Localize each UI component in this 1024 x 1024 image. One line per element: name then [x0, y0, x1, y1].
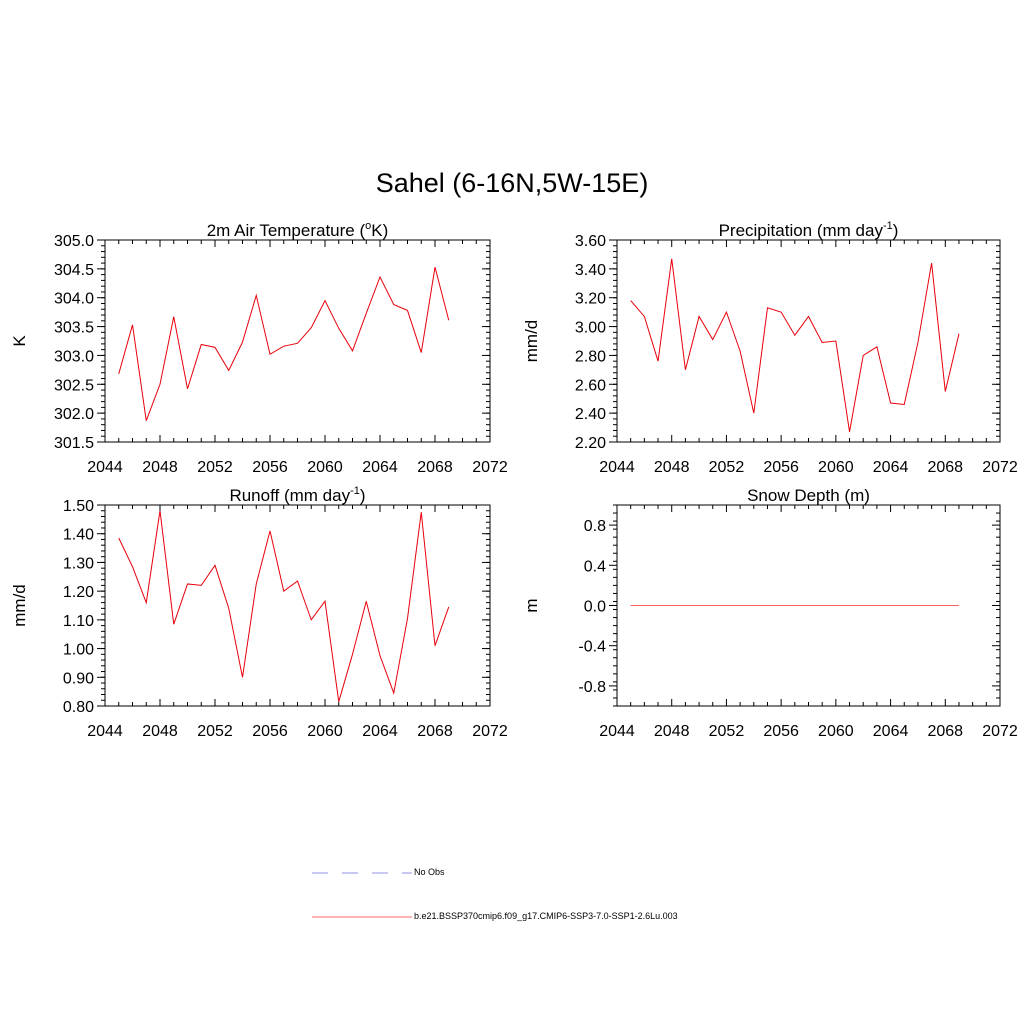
- runoff-xtick-label: 2064: [362, 723, 398, 740]
- precipitation-series-line: [630, 258, 960, 432]
- runoff-xtick-label: 2056: [252, 723, 288, 740]
- temperature-ytick-label: 304.0: [54, 291, 94, 308]
- temperature-ytick-label: 302.5: [54, 377, 94, 394]
- temperature-ytick-label: 303.5: [54, 320, 94, 337]
- snow-depth-ytick-label: -0.4: [578, 639, 606, 656]
- precipitation-ytick-label: 2.60: [575, 377, 606, 394]
- main-title: Sahel (6-16N,5W-15E): [375, 168, 649, 198]
- snow-depth-ytick-label: -0.8: [578, 679, 606, 696]
- temperature-xtick-label: 2052: [197, 459, 233, 476]
- runoff-xtick-label: 2048: [142, 723, 178, 740]
- snow-depth-xtick-label: 2060: [818, 723, 854, 740]
- precipitation-xtick-label: 2064: [873, 459, 909, 476]
- temperature-xtick-label: 2056: [252, 459, 288, 476]
- runoff-ytick-label: 1.00: [63, 642, 94, 659]
- runoff-ytick-label: 0.90: [63, 670, 94, 687]
- runoff-xtick-label: 2068: [417, 723, 453, 740]
- snow-depth-xtick-label: 2068: [927, 723, 963, 740]
- temperature-ytick-label: 303.0: [54, 348, 94, 365]
- precipitation-xtick-label: 2048: [654, 459, 690, 476]
- temperature-ytick-label: 304.5: [54, 262, 94, 279]
- precipitation-title: Precipitation (mm day-1): [719, 220, 899, 240]
- precipitation-xtick-label: 2068: [927, 459, 963, 476]
- snow-depth-xtick-label: 2052: [709, 723, 745, 740]
- temperature-title: 2m Air Temperature (oK): [207, 220, 389, 240]
- runoff-xtick-label: 2044: [87, 723, 123, 740]
- precipitation-xtick-label: 2072: [982, 459, 1018, 476]
- snow-depth-title: Snow Depth (m): [747, 486, 870, 505]
- runoff-ytick-label: 1.30: [63, 555, 94, 572]
- snow-depth-xtick-label: 2048: [654, 723, 690, 740]
- temperature-ylabel: K: [10, 335, 29, 347]
- temperature-series-line: [118, 267, 450, 421]
- precipitation-ylabel: mm/d: [522, 320, 541, 363]
- temperature-xtick-label: 2060: [307, 459, 343, 476]
- runoff-panel: 2044 2048 2052 2056 2060 2064 2068 2072 0.80 0.90…: [10, 485, 508, 740]
- legend-model-label: b.e21.BSSP370cmip6.f09_g17.CMIP6-SSP3-7.…: [414, 911, 678, 921]
- temperature-xtick-label: 2044: [87, 459, 123, 476]
- runoff-ytick-label: 0.80: [63, 699, 94, 716]
- runoff-ytick-label: 1.10: [63, 613, 94, 630]
- precipitation-ytick-label: 3.00: [575, 320, 606, 337]
- legend-obs-label: No Obs: [414, 867, 445, 877]
- precipitation-ytick-label: 2.80: [575, 348, 606, 365]
- runoff-ytick-label: 1.20: [63, 584, 94, 601]
- snow-depth-ytick-label: 0.8: [584, 518, 606, 535]
- precipitation-ytick-label: 3.60: [575, 233, 606, 250]
- runoff-title: Runoff (mm day-1): [229, 485, 365, 505]
- precipitation-xtick-label: 2056: [763, 459, 799, 476]
- precipitation-ytick-label: 3.20: [575, 291, 606, 308]
- runoff-ytick-label: 1.40: [63, 527, 94, 544]
- snow-depth-xtick-label: 2064: [873, 723, 909, 740]
- precipitation-xtick-label: 2052: [709, 459, 745, 476]
- temperature-xtick-label: 2068: [417, 459, 453, 476]
- snow-depth-ytick-label: 0.4: [584, 558, 606, 575]
- snow-depth-panel: 2044 2048 2052 2056 2060 2064 2068 2072 -0.8 -0.4…: [522, 486, 1018, 740]
- temperature-ytick-label: 305.0: [54, 233, 94, 250]
- runoff-xtick-label: 2072: [472, 723, 508, 740]
- runoff-ylabel: mm/d: [10, 584, 29, 627]
- temperature-xtick-label: 2064: [362, 459, 398, 476]
- precipitation-ytick-label: 2.40: [575, 406, 606, 423]
- temperature-ytick-label: 302.0: [54, 406, 94, 423]
- precipitation-xtick-label: 2044: [599, 459, 635, 476]
- temperature-panel: 2044 2048 2052 2056 2060 2064 2068 2072 301.5 302…: [10, 220, 508, 476]
- runoff-series-line: [118, 510, 450, 702]
- runoff-xtick-label: 2052: [197, 723, 233, 740]
- snow-depth-xtick-label: 2044: [599, 723, 635, 740]
- precipitation-ytick-label: 2.20: [575, 435, 606, 452]
- temperature-xtick-label: 2072: [472, 459, 508, 476]
- temperature-ytick-label: 301.5: [54, 435, 94, 452]
- snow-depth-ylabel: m: [522, 598, 541, 612]
- precipitation-panel: 2044 2048 2052 2056 2060 2064 2068 2072 2.20 2.40…: [522, 220, 1018, 476]
- precipitation-ytick-label: 3.40: [575, 262, 606, 279]
- runoff-xtick-label: 2060: [307, 723, 343, 740]
- snow-depth-xtick-label: 2056: [763, 723, 799, 740]
- precipitation-xtick-label: 2060: [818, 459, 854, 476]
- temperature-xtick-label: 2048: [142, 459, 178, 476]
- snow-depth-ytick-label: 0.0: [584, 599, 606, 616]
- runoff-ytick-label: 1.50: [63, 498, 94, 515]
- snow-depth-xtick-label: 2072: [982, 723, 1018, 740]
